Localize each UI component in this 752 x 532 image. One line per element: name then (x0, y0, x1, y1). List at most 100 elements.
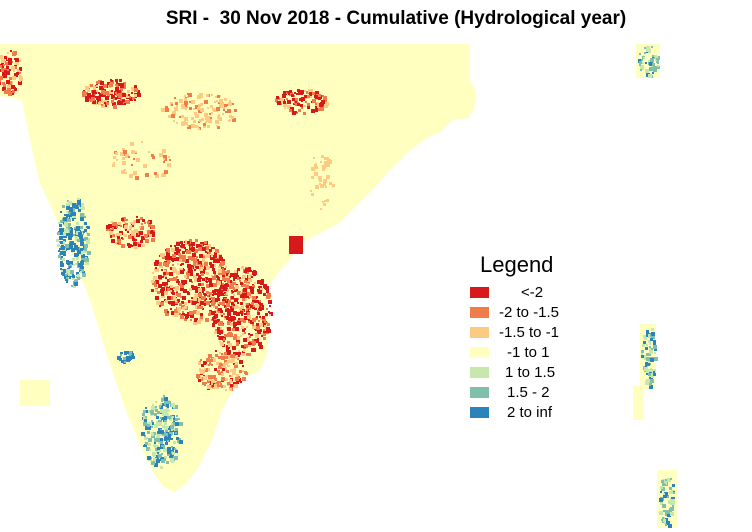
anomaly-pixel (200, 265, 203, 268)
anomaly-pixel (246, 305, 249, 308)
anomaly-pixel (196, 311, 200, 315)
anomaly-pixel (321, 100, 325, 104)
anomaly-pixel (205, 251, 207, 253)
anomaly-pixel (248, 342, 251, 345)
anomaly-pixel (14, 88, 17, 91)
anomaly-pixel (156, 301, 160, 305)
anomaly-pixel (147, 456, 151, 460)
anomaly-pixel (81, 266, 84, 269)
anomaly-pixel (212, 299, 215, 302)
anomaly-pixel (204, 100, 208, 104)
anomaly-pixel (209, 363, 211, 365)
anomaly-pixel (154, 413, 157, 416)
anomaly-pixel (67, 262, 70, 265)
anomaly-pixel (225, 271, 228, 274)
anomaly-pixel (213, 259, 216, 262)
anomaly-pixel (120, 101, 124, 105)
anomaly-pixel (258, 302, 261, 305)
anomaly-pixel (124, 225, 128, 229)
anomaly-pixel (315, 103, 317, 105)
anomaly-pixel (201, 369, 205, 373)
anomaly-pixel (244, 280, 247, 283)
anomaly-pixel (209, 249, 212, 252)
legend-item-1-1-5: 1 to 1.5 (470, 362, 610, 382)
anomaly-pixel (182, 263, 184, 265)
anomaly-pixel (129, 97, 133, 101)
anomaly-pixel (233, 294, 235, 296)
anomaly-pixel (83, 91, 86, 94)
anomaly-pixel (207, 295, 209, 297)
anomaly-pixel (185, 108, 187, 110)
anomaly-pixel (233, 282, 236, 285)
anomaly-pixel (69, 233, 73, 237)
anomaly-pixel (654, 348, 657, 351)
anomaly-pixel (77, 200, 81, 204)
anomaly-pixel (7, 52, 9, 54)
anomaly-pixel (189, 239, 192, 242)
anomaly-pixel (175, 418, 178, 421)
anomaly-pixel (323, 96, 327, 100)
anomaly-pixel (106, 225, 110, 229)
anomaly-pixel (289, 90, 292, 93)
anomaly-pixel (232, 371, 236, 375)
anomaly-pixel (163, 395, 165, 397)
anomaly-pixel (231, 290, 233, 292)
legend-label: -1 to 1 (507, 343, 550, 361)
anomaly-pixel (240, 335, 242, 337)
anomaly-pixel (158, 422, 162, 426)
anomaly-pixel (227, 365, 229, 367)
anomaly-pixel (669, 487, 672, 490)
anomaly-pixel (257, 280, 261, 284)
anomaly-pixel (222, 364, 226, 368)
anomaly-pixel (184, 117, 188, 121)
anomaly-pixel (161, 269, 163, 271)
anomaly-pixel (205, 382, 207, 384)
anomaly-pixel (70, 264, 72, 266)
anomaly-pixel (229, 100, 231, 102)
anomaly-pixel (198, 261, 201, 264)
anomaly-pixel (230, 369, 233, 372)
anomaly-pixel (121, 352, 123, 354)
anomaly-pixel (77, 261, 79, 263)
legend-swatch (470, 406, 489, 418)
anomaly-pixel (214, 292, 216, 294)
anomaly-pixel (319, 98, 321, 100)
anomaly-pixel (112, 234, 115, 237)
anomaly-pixel (266, 295, 270, 299)
anomaly-pixel (209, 262, 212, 265)
anomaly-pixel (286, 98, 288, 100)
anomaly-pixel (227, 109, 231, 113)
anomaly-pixel (639, 61, 642, 64)
anomaly-pixel (167, 311, 169, 313)
anomaly-pixel (88, 238, 90, 240)
anomaly-pixel (652, 63, 655, 66)
anomaly-pixel (145, 407, 147, 409)
anomaly-pixel (310, 96, 312, 98)
anomaly-pixel (235, 327, 239, 331)
anomaly-pixel (250, 296, 252, 298)
anomaly-pixel (234, 305, 238, 309)
anomaly-pixel (203, 254, 205, 256)
anomaly-pixel (58, 222, 60, 224)
anomaly-pixel (1, 59, 5, 63)
anomaly-pixel (226, 289, 229, 292)
anomaly-pixel (315, 106, 318, 109)
anomaly-pixel (109, 83, 113, 87)
anomaly-pixel (177, 307, 181, 311)
anomaly-pixel (131, 230, 134, 233)
anomaly-pixel (175, 450, 178, 453)
anomaly-pixel (182, 296, 186, 300)
anomaly-pixel (228, 274, 230, 276)
anomaly-pixel (148, 231, 151, 234)
anomaly-pixel (151, 154, 154, 157)
anomaly-pixel (640, 66, 644, 70)
anomaly-pixel (323, 204, 325, 206)
anomaly-pixel (143, 410, 146, 413)
anomaly-pixel (219, 257, 223, 261)
anomaly-pixel (240, 295, 243, 298)
anomaly-pixel (233, 317, 236, 320)
anomaly-pixel (153, 276, 157, 280)
anomaly-pixel (216, 316, 218, 318)
anomaly-pixel (133, 158, 135, 160)
anomaly-pixel (134, 245, 138, 249)
